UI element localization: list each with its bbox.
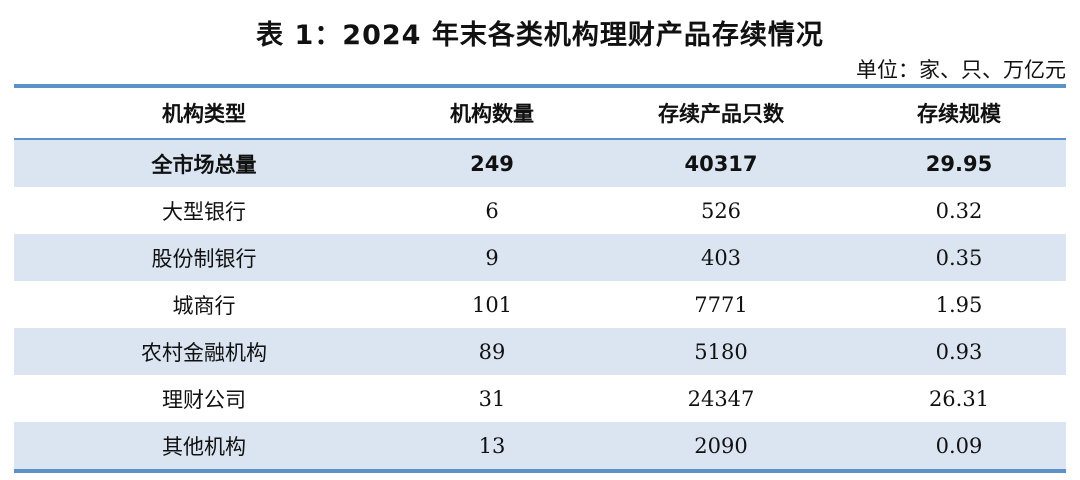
cell-institution-count: 9 [485, 245, 499, 270]
cell-institution-count: 101 [471, 292, 513, 317]
table-row: 理财公司 31 24347 26.31 [14, 375, 1066, 422]
cell-product-count: 5180 [694, 339, 748, 364]
cell-institution-type: 大型银行 [162, 199, 246, 224]
cell-institution-type: 其他机构 [162, 434, 246, 459]
table-row: 股份制银行 9 403 0.35 [14, 234, 1066, 281]
cell-scale: 1.95 [935, 292, 983, 317]
cell-scale: 0.35 [935, 245, 983, 270]
cell-product-count: 403 [700, 245, 742, 270]
total-institution-count: 249 [470, 151, 514, 176]
table-row: 其他机构 13 2090 0.09 [14, 422, 1066, 469]
table-row: 大型银行 6 526 0.32 [14, 187, 1066, 234]
cell-institution-type: 农村金融机构 [141, 340, 267, 365]
cell-product-count: 7771 [694, 292, 748, 317]
table-row: 农村金融机构 89 5180 0.93 [14, 328, 1066, 375]
cell-product-count: 24347 [687, 386, 755, 411]
cell-institution-count: 31 [478, 386, 506, 411]
unit-note: 单位：家、只、万亿元 [856, 58, 1066, 82]
data-table: 机构类型 机构数量 存续产品只数 存续规模 全市场总量 249 40317 29… [14, 84, 1066, 473]
total-scale: 29.95 [925, 151, 993, 176]
table-title: 表 1：2024 年末各类机构理财产品存续情况 [256, 20, 824, 51]
total-label: 全市场总量 [151, 152, 257, 177]
cell-scale: 0.93 [935, 339, 983, 364]
cell-institution-type: 城商行 [172, 293, 236, 318]
cell-product-count: 2090 [694, 433, 748, 458]
cell-scale: 26.31 [928, 386, 990, 411]
cell-institution-count: 89 [478, 339, 506, 364]
total-product-count: 40317 [684, 151, 758, 176]
header-institution-type: 机构类型 [162, 102, 246, 126]
table-total-row: 全市场总量 249 40317 29.95 [14, 140, 1066, 187]
header-scale: 存续规模 [917, 102, 1001, 126]
cell-institution-count: 13 [478, 433, 506, 458]
cell-product-count: 526 [700, 198, 742, 223]
cell-institution-count: 6 [485, 198, 499, 223]
table-row: 城商行 101 7771 1.95 [14, 281, 1066, 328]
cell-institution-type: 理财公司 [162, 387, 246, 412]
table-header-row: 机构类型 机构数量 存续产品只数 存续规模 [14, 88, 1066, 140]
cell-scale: 0.09 [935, 433, 983, 458]
cell-scale: 0.32 [935, 198, 983, 223]
header-product-count: 存续产品只数 [658, 102, 784, 126]
cell-institution-type: 股份制银行 [151, 246, 257, 271]
header-institution-count: 机构数量 [450, 102, 534, 126]
